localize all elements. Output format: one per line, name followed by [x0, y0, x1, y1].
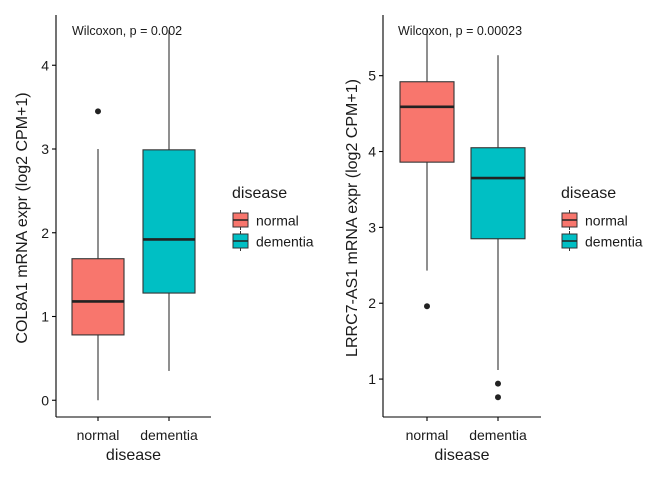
panel-lrrc7-as1: 1 2 3 4 5 normal dementia disease LRRC7-AS1 mRNA… — [344, 15, 643, 464]
box-dementia — [470, 147, 526, 240]
legend-title: disease — [232, 185, 287, 202]
wilcoxon-annotation: Wilcoxon, p = 0.002 — [72, 24, 182, 38]
y-axis-title: COL8A1 mRNA expr (log2 CPM+1) — [14, 92, 31, 343]
outlier-point — [495, 394, 501, 401]
wilcoxon-annotation: Wilcoxon, p = 0.00023 — [398, 24, 522, 38]
legend-label: normal — [585, 213, 628, 229]
legend-label: dementia — [256, 234, 314, 250]
y-tick-label: 0 — [41, 392, 49, 408]
y-tick-label: 2 — [41, 225, 49, 241]
legend: disease normal dementia — [561, 185, 643, 251]
legend: disease normal dementia — [232, 185, 314, 251]
outlier-point — [95, 108, 101, 115]
box-normal — [399, 81, 455, 163]
legend-label: dementia — [585, 234, 643, 250]
x-tick-label: dementia — [140, 427, 198, 443]
x-tick-label: normal — [77, 427, 120, 443]
legend-title: disease — [561, 185, 616, 202]
y-tick-label: 3 — [368, 219, 376, 235]
legend-label: normal — [256, 213, 299, 229]
panel-col8a1: 0 1 2 3 4 normal dementia disease COL8A1 mRNA ex… — [14, 15, 314, 464]
x-tick-label: dementia — [469, 427, 527, 443]
box-normal — [71, 258, 125, 336]
outlier-point — [424, 303, 430, 310]
y-tick-label: 4 — [368, 144, 376, 160]
y-tick-label: 1 — [41, 309, 49, 325]
y-tick-label: 3 — [41, 141, 49, 157]
outlier-point — [495, 380, 501, 387]
x-axis-title: disease — [434, 447, 489, 464]
box-dementia — [142, 149, 196, 294]
x-tick-label: normal — [406, 427, 449, 443]
y-axis-title: LRRC7-AS1 mRNA expr (log2 CPM+1) — [344, 79, 361, 357]
x-axis-title: disease — [106, 447, 161, 464]
y-tick-label: 4 — [41, 57, 49, 73]
y-tick-label: 2 — [368, 295, 376, 311]
y-tick-label: 5 — [368, 68, 376, 84]
y-tick-label: 1 — [368, 371, 376, 387]
